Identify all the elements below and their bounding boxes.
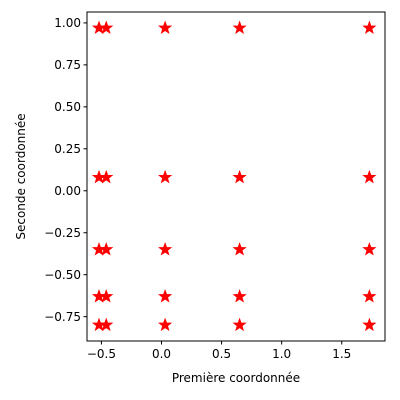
data-point-star xyxy=(157,242,173,256)
data-point-star xyxy=(157,169,173,184)
data-point-star xyxy=(157,20,173,34)
data-point-star xyxy=(99,242,114,256)
data-point-star xyxy=(232,20,247,34)
y-tick-label: 0.00 xyxy=(54,184,81,198)
data-point-star xyxy=(99,317,114,332)
data-point-star xyxy=(362,289,377,303)
data-point-star xyxy=(232,289,247,303)
data-point-star xyxy=(232,242,247,256)
y-tick-label: 1.00 xyxy=(54,16,81,30)
data-point-star xyxy=(99,169,114,184)
y-axis: −0.75 −0.50 −0.25 0.00 0.25 0.50 0.75 1.00 xyxy=(44,16,87,324)
y-tick-label: 0.50 xyxy=(54,100,81,114)
x-tick-label: 0.0 xyxy=(152,347,171,361)
y-tick-label: −0.75 xyxy=(44,310,81,324)
data-point-star xyxy=(157,317,173,332)
y-tick-label: 0.75 xyxy=(54,58,81,72)
data-point-star xyxy=(99,20,114,34)
x-tick-label: −0.5 xyxy=(87,347,116,361)
x-axis: −0.5 0.0 0.5 1.0 1.5 xyxy=(87,341,351,361)
y-tick-label: −0.25 xyxy=(44,226,81,240)
plot-area xyxy=(91,20,377,332)
data-point-star xyxy=(99,289,114,303)
x-tick-label: 0.5 xyxy=(212,347,231,361)
x-axis-label: Première coordonnée xyxy=(172,371,300,385)
y-tick-label: −0.50 xyxy=(44,268,81,282)
data-point-star xyxy=(232,169,247,184)
axes-frame xyxy=(86,11,386,342)
data-point-star xyxy=(362,317,377,332)
x-tick-label: 1.0 xyxy=(272,347,291,361)
y-tick-label: 0.25 xyxy=(54,142,81,156)
data-point-star xyxy=(362,169,377,184)
data-point-star xyxy=(232,317,247,332)
data-point-star xyxy=(362,242,377,256)
y-axis-label: Seconde coordonnée xyxy=(14,113,28,239)
x-tick-label: 1.5 xyxy=(332,347,351,361)
data-point-star xyxy=(362,20,377,34)
data-point-star xyxy=(157,289,173,303)
